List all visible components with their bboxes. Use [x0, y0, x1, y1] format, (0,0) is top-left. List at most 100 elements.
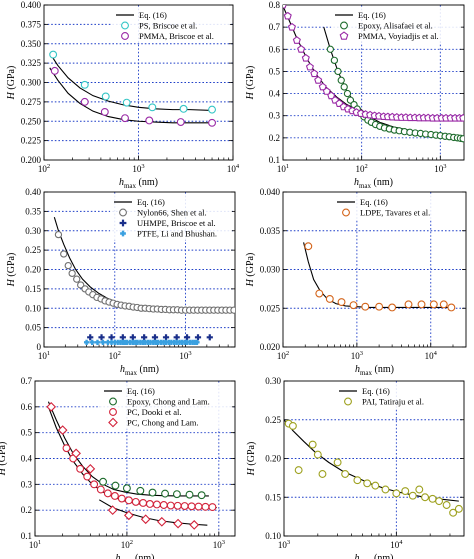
data-point: [159, 501, 168, 509]
x-axis-label: hmax (nm): [120, 364, 159, 377]
data-point: [381, 485, 390, 494]
data-point: [148, 103, 157, 112]
series-1: [54, 230, 235, 314]
series-2: [62, 444, 217, 512]
legend-marker-swatch: [119, 208, 127, 217]
y-tick-label: 0.30: [265, 376, 281, 386]
data-point: [459, 113, 464, 122]
chart-panel-3: 0 0.05 0.10 0.15 0.20 0.25 0.30 0.35 0.40 101 102 1…: [6, 187, 236, 377]
data-point: [62, 444, 71, 453]
fit-line: [49, 52, 213, 111]
data-point: [136, 486, 145, 495]
data-point: [103, 489, 112, 498]
y-tick-label: 0.025: [260, 303, 281, 313]
legend: Eq. (16)Epoxy, Alisafaei et al.PMMA, Voy…: [331, 8, 461, 43]
y-tick-label: 0.3: [269, 111, 281, 121]
y-tick-label: 0.10: [265, 531, 281, 541]
data-point: [340, 83, 348, 91]
y-tick-label: 0.6: [21, 402, 33, 412]
y-tick-label: 0.035: [260, 226, 281, 236]
series-1: [99, 477, 206, 500]
data-point: [454, 504, 463, 513]
y-tick-label: 0.4: [269, 89, 281, 99]
x-tick-label: 102: [38, 163, 50, 174]
x-tick-label: 102: [121, 539, 133, 550]
data-point: [57, 425, 68, 435]
series-3: [46, 401, 200, 530]
x-axis-label: hmax (nm): [115, 553, 154, 559]
x-axis-label: hmax (nm): [354, 553, 393, 559]
legend: Eq. (16)Epoxy, Chong and Lam.PC, Dooki e…: [100, 384, 232, 429]
data-point: [421, 493, 429, 502]
data-point: [110, 492, 119, 500]
data-point: [46, 401, 57, 412]
data-layer: [303, 242, 456, 312]
y-tick-label: 0.030: [260, 265, 281, 275]
legend-marker-swatch: [109, 397, 117, 406]
data-point: [85, 463, 96, 474]
y-tick-label: 0.200: [21, 155, 42, 165]
y-tick-label: 0.20: [25, 265, 41, 275]
legend: Eq. (16)PAI, Tatiraju et al.: [335, 384, 461, 408]
plot-frame: [43, 4, 234, 161]
data-point: [435, 497, 444, 506]
x-tick-label: 103: [351, 350, 363, 361]
fit-line: [49, 67, 213, 124]
data-point: [100, 107, 109, 116]
legend-label: Epoxy, Alisafaei et al.: [358, 21, 433, 31]
y-tick-label: 0.1: [269, 155, 280, 165]
data-point: [442, 501, 451, 509]
data-point: [129, 334, 136, 341]
plot-frame: [34, 380, 236, 537]
data-point: [208, 118, 216, 127]
data-point: [208, 503, 217, 512]
data-point: [408, 491, 417, 500]
data-point: [73, 275, 81, 283]
x-tick-label: 102: [277, 350, 289, 361]
legend-marker-swatch: [121, 21, 129, 30]
y-tick-label: 0.1: [21, 531, 32, 541]
legend-label: Epoxy, Chong and Lam.: [127, 397, 210, 407]
data-point: [326, 45, 335, 53]
y-axis-label: H (GPa): [246, 442, 257, 477]
legend-label: Nylon66, Shen et al.: [137, 208, 207, 218]
y-tick-label: 0.25: [25, 245, 41, 255]
data-point: [388, 303, 397, 312]
data-point: [83, 472, 92, 481]
series-1: [49, 50, 216, 114]
data-point: [111, 481, 120, 490]
data-point: [333, 458, 342, 467]
y-tick-label: 0.375: [21, 19, 42, 29]
y-tick-label: 0.3: [21, 479, 33, 489]
data-layer: [284, 419, 463, 517]
data-point: [194, 502, 203, 511]
y-tick-label: 0.35: [25, 206, 41, 216]
data-point: [283, 5, 287, 9]
data-point: [337, 76, 345, 84]
data-point: [173, 334, 180, 341]
data-point: [141, 334, 148, 341]
data-point: [194, 339, 200, 345]
legend-label: Eq. (16): [137, 197, 165, 207]
y-axis-label: H (GPa): [245, 253, 256, 288]
y-tick-label: 0.25: [265, 415, 281, 425]
chart-panel-5: 0.1 0.2 0.3 0.4 0.5 0.6 0.7 101 102 103 Eq. (16)Ep…: [0, 376, 236, 559]
data-point: [292, 36, 301, 44]
data-point: [310, 69, 319, 78]
data-point: [96, 485, 105, 494]
data-point: [156, 516, 167, 527]
y-tick-label: 0.6: [269, 44, 281, 54]
data-point: [304, 242, 313, 251]
legend-label: Eq. (16): [362, 386, 390, 396]
data-point: [71, 448, 81, 459]
legend-label: Eq. (16): [127, 386, 155, 396]
data-point: [161, 489, 169, 498]
data-point: [180, 502, 189, 510]
fit-line: [47, 401, 209, 497]
y-tick-label: 0.225: [21, 136, 42, 146]
x-tick-label: 103: [213, 539, 225, 550]
data-point: [94, 339, 101, 345]
data-point: [60, 250, 68, 258]
data-point: [439, 300, 448, 309]
y-tick-label: 0.300: [21, 78, 42, 88]
